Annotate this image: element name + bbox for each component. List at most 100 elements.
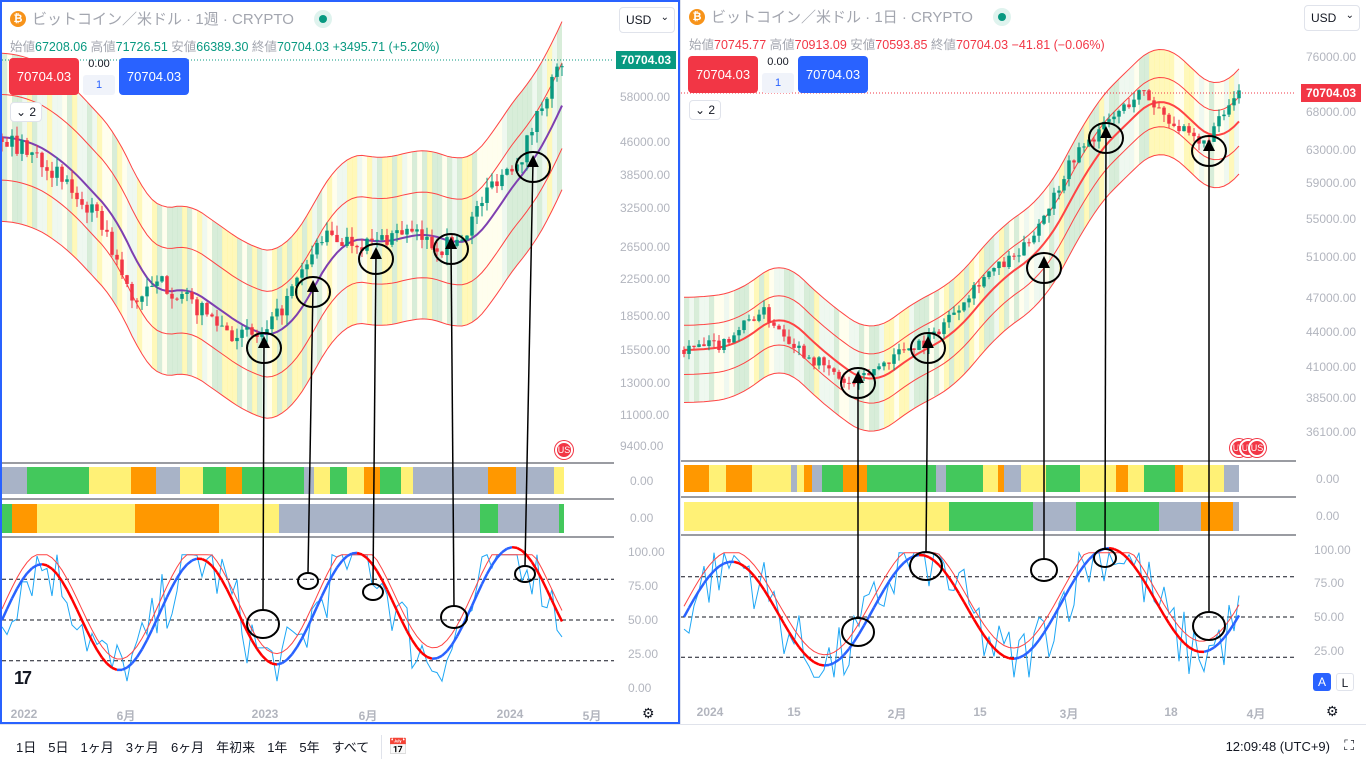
indicator-segment xyxy=(432,467,458,494)
oscillator-axis-label: 25.00 xyxy=(1314,644,1345,658)
range-button[interactable]: 5日 xyxy=(48,740,69,755)
oscillator-main-line xyxy=(426,655,433,660)
currency-select[interactable]: USD ⌄ xyxy=(1304,5,1360,31)
candle xyxy=(280,308,284,316)
range-button[interactable]: 6ヶ月 xyxy=(170,740,205,755)
oscillator-main-line xyxy=(753,574,760,583)
log-scale-button[interactable]: L xyxy=(1336,673,1354,691)
collapse-indicators-button[interactable]: ⌄ 2 xyxy=(689,100,721,120)
annotation-circle xyxy=(1093,548,1117,568)
annotation-arrow xyxy=(524,155,539,567)
daily-chart-canvas[interactable] xyxy=(681,0,1366,724)
range-button[interactable]: 5年 xyxy=(299,740,320,755)
indicator-segment xyxy=(12,504,37,533)
clock[interactable]: 12:09:48 (UTC+9) xyxy=(1225,739,1330,754)
indicator-segment xyxy=(1224,465,1239,492)
indicator-segment xyxy=(156,467,180,494)
candle xyxy=(180,293,184,299)
us-flag-event-icon[interactable]: US xyxy=(1248,439,1266,457)
candle xyxy=(947,314,951,323)
candle xyxy=(380,235,384,240)
oscillator-main-line xyxy=(1213,642,1220,649)
oscillator-main-line xyxy=(808,657,815,664)
collapse-indicators-button[interactable]: ⌄ 2 xyxy=(10,102,42,122)
oscillator-main-line xyxy=(240,620,249,632)
range-button[interactable]: 1年 xyxy=(267,740,288,755)
quantity-input[interactable]: 1 xyxy=(83,75,115,95)
candle xyxy=(165,276,169,294)
oscillator-main-line xyxy=(1152,597,1161,608)
oscillator-main-line xyxy=(235,609,244,622)
candle xyxy=(1007,255,1011,268)
range-button[interactable]: 1日 xyxy=(16,740,37,755)
range-button[interactable]: 年初来 xyxy=(216,740,256,755)
weekly-chart-canvas[interactable] xyxy=(2,2,680,724)
auto-scale-button[interactable]: A xyxy=(1313,673,1331,691)
candle xyxy=(435,248,439,252)
annotation-circle xyxy=(1192,611,1226,641)
oscillator-main-line xyxy=(286,653,293,661)
oscillator-main-line xyxy=(993,647,1000,654)
oscillator-main-line xyxy=(46,564,53,570)
chart-pane-daily[interactable]: ₿ ビットコイン／米ドル · 1日 · CRYPTO 始値70745.77 高値7… xyxy=(680,0,1366,724)
range-button[interactable]: 3ヶ月 xyxy=(125,740,159,755)
symbol-label[interactable]: ビットコイン／米ドル · 1日 · CRYPTO xyxy=(711,9,973,26)
indicator-segment xyxy=(949,502,1033,531)
candle xyxy=(430,236,434,249)
tradingview-logo[interactable]: 17 xyxy=(14,668,32,688)
symbol-title: ₿ ビットコイン／米ドル · 1日 · CRYPTO xyxy=(689,6,1011,27)
candle xyxy=(997,261,1001,269)
candle xyxy=(727,338,731,343)
candle xyxy=(737,330,741,336)
oscillator-main-line xyxy=(967,610,976,621)
candle xyxy=(140,296,144,302)
candle xyxy=(475,206,479,217)
oscillator-main-line xyxy=(743,565,750,572)
us-flag-event-icon[interactable]: US xyxy=(555,441,573,459)
candle xyxy=(2,137,4,142)
range-button[interactable]: 1ヶ月 xyxy=(80,740,114,755)
candle xyxy=(1047,208,1051,216)
candle xyxy=(410,228,414,232)
currency-select[interactable]: USD ⌄ xyxy=(619,7,675,33)
candle xyxy=(560,66,564,68)
sell-button[interactable]: 70704.03 xyxy=(9,58,79,95)
indicator-segment xyxy=(380,467,401,494)
indicator-segment xyxy=(1064,465,1080,492)
oscillator-main-line xyxy=(697,582,706,592)
buy-button[interactable]: 70704.03 xyxy=(798,56,868,93)
candle xyxy=(225,325,229,331)
candle xyxy=(757,314,761,321)
range-button[interactable]: すべて xyxy=(331,740,370,755)
oscillator-axis-label: 100.00 xyxy=(1314,543,1351,557)
candle xyxy=(340,242,344,246)
indicator-segment xyxy=(1080,465,1100,492)
sell-button[interactable]: 70704.03 xyxy=(688,56,758,93)
candle xyxy=(1082,146,1086,148)
fullscreen-icon[interactable]: ⛶ xyxy=(1344,737,1354,753)
chart-pane-weekly[interactable]: ₿ ビットコイン／米ドル · 1週 · CRYPTO 始値67208.06 高値7… xyxy=(0,0,680,724)
band-line xyxy=(2,21,563,251)
candle xyxy=(882,362,886,367)
oscillator-main-line xyxy=(145,629,154,641)
symbol-label[interactable]: ビットコイン／米ドル · 1週 · CRYPTO xyxy=(32,11,294,28)
buy-button[interactable]: 70704.03 xyxy=(119,58,189,95)
candle xyxy=(30,152,34,155)
candle xyxy=(230,330,234,342)
candle xyxy=(812,357,816,366)
candle xyxy=(320,242,324,244)
price-axis-label: 38500.00 xyxy=(620,168,671,182)
oscillator-main-line xyxy=(1178,636,1185,644)
oscillator-main-line xyxy=(1083,558,1090,567)
oscillator-main-line xyxy=(702,575,711,584)
oscillator-main-line xyxy=(898,561,905,569)
settings-gear-icon[interactable]: ⚙ xyxy=(642,705,655,721)
candle xyxy=(195,299,199,316)
candle xyxy=(310,254,314,265)
settings-gear-icon[interactable]: ⚙ xyxy=(1326,703,1339,719)
candle xyxy=(792,343,796,348)
candle xyxy=(902,349,906,351)
quantity-input[interactable]: 1 xyxy=(762,73,794,93)
go-to-date-icon[interactable]: 📅 xyxy=(388,738,409,756)
time-axis-label: 2022 xyxy=(10,707,38,721)
